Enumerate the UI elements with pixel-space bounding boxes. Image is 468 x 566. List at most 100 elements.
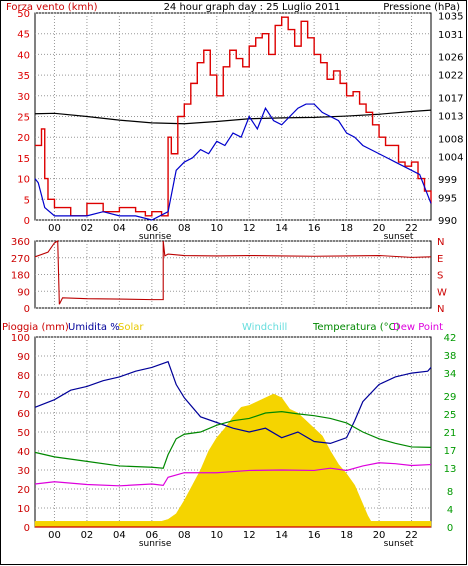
y-tick-label-left: 30 xyxy=(17,466,30,477)
dew-point-line xyxy=(34,462,432,487)
y-tick-label-right: 0 xyxy=(447,523,453,534)
sunset-label: sunset xyxy=(384,232,414,242)
y-tick-label-right: E xyxy=(437,254,443,265)
y-tick-label-left: 40 xyxy=(17,447,30,458)
chart-title: 24 hour graph day : 25 Luglio 2011 xyxy=(164,2,341,13)
rain-legend: Pioggia (mm) xyxy=(2,322,69,333)
y-tick-label-left: 0 xyxy=(24,216,30,227)
y-tick-label-right: 1022 xyxy=(438,71,463,82)
x-tick-label: 08 xyxy=(178,530,191,541)
dew-point-legend: Dew Point xyxy=(393,322,443,333)
x-tick-label: 22 xyxy=(405,223,418,234)
humidity-line xyxy=(34,360,432,445)
y-tick-label-left: 60 xyxy=(17,409,30,420)
y-tick-label-right: 8 xyxy=(447,487,453,498)
x-tick-label: 02 xyxy=(81,530,94,541)
y-tick-label-left: 70 xyxy=(17,390,30,401)
sunrise-label: sunrise xyxy=(139,232,172,242)
top-left-axis-title: Forza vento (kmh) xyxy=(6,2,98,13)
y-tick-label-left: 20 xyxy=(17,485,30,496)
y-tick-label-right: S xyxy=(437,271,443,282)
x-tick-label: 02 xyxy=(81,223,94,234)
y-tick-label-left: 45 xyxy=(17,30,30,41)
y-tick-label-right: 999 xyxy=(438,175,457,186)
y-tick-label-left: 0 xyxy=(24,523,30,534)
sunrise-label: sunrise xyxy=(139,539,172,549)
y-tick-label-right: 42 xyxy=(444,333,457,344)
plot-layer: 0510152025303540455099099599910041008101… xyxy=(11,9,464,549)
y-tick-label-right: 990 xyxy=(438,216,457,227)
x-tick-label: 10 xyxy=(210,530,223,541)
wind-direction-line xyxy=(34,240,432,305)
x-tick-label: 16 xyxy=(308,223,321,234)
y-tick-label-left: 0 xyxy=(24,304,30,315)
y-tick-label-right: 21 xyxy=(444,428,457,439)
y-tick-label-left: 10 xyxy=(17,504,30,515)
humidity-legend: Umidita % xyxy=(68,322,120,333)
y-tick-label-left: 25 xyxy=(17,113,30,124)
y-tick-label-left: 20 xyxy=(17,133,30,144)
y-tick-label-right: 34 xyxy=(444,369,457,380)
y-tick-label-left: 360 xyxy=(11,237,30,248)
temperature-legend: Temperatura (°C) xyxy=(312,322,400,333)
x-tick-label: 06 xyxy=(145,530,158,541)
y-tick-label-right: 1017 xyxy=(438,93,463,104)
x-tick-label: 00 xyxy=(48,223,61,234)
y-tick-label-right: 38 xyxy=(444,351,457,362)
windchill-legend: Windchill xyxy=(242,322,287,333)
y-tick-label-left: 50 xyxy=(17,9,30,20)
x-tick-label: 00 xyxy=(48,530,61,541)
y-tick-label-left: 100 xyxy=(11,333,30,344)
wind-average-line xyxy=(34,103,432,221)
y-tick-label-left: 40 xyxy=(17,50,30,61)
x-tick-label: 04 xyxy=(113,530,126,541)
y-tick-label-right: 4 xyxy=(447,505,453,516)
y-tick-label-right: 17 xyxy=(444,446,457,457)
solar-legend: Solar xyxy=(118,322,144,333)
x-tick-label: 18 xyxy=(340,530,353,541)
sunset-label: sunset xyxy=(384,539,414,549)
y-tick-label-right: 29 xyxy=(444,392,457,403)
x-tick-label: 10 xyxy=(210,223,223,234)
y-tick-label-right: N xyxy=(437,304,444,315)
x-tick-label: 14 xyxy=(275,223,288,234)
x-tick-label: 20 xyxy=(373,223,386,234)
x-tick-label: 12 xyxy=(243,223,256,234)
y-tick-label-right: 1026 xyxy=(438,53,463,64)
x-tick-label: 16 xyxy=(308,530,321,541)
x-tick-label: 08 xyxy=(178,223,191,234)
y-tick-label-right: 1004 xyxy=(438,152,463,163)
y-tick-label-left: 50 xyxy=(17,428,30,439)
x-tick-label: 04 xyxy=(113,223,126,234)
x-tick-label: 12 xyxy=(243,530,256,541)
y-tick-label-left: 15 xyxy=(17,154,30,165)
y-tick-label-left: 5 xyxy=(24,195,30,206)
temperature-line xyxy=(34,411,432,469)
y-tick-label-right: 1031 xyxy=(438,30,463,41)
y-tick-label-left: 10 xyxy=(17,175,30,186)
x-tick-label: 06 xyxy=(145,223,158,234)
x-tick-label: 18 xyxy=(340,223,353,234)
y-tick-label-left: 35 xyxy=(17,71,30,82)
y-tick-label-right: N xyxy=(437,237,444,248)
pressure-line xyxy=(34,109,432,125)
y-tick-label-right: 25 xyxy=(444,410,457,421)
x-tick-label: 20 xyxy=(373,530,386,541)
top-right-axis-title: Pressione (hPa) xyxy=(383,2,460,13)
solar-area xyxy=(34,393,432,528)
y-tick-label-left: 80 xyxy=(17,371,30,382)
y-tick-label-left: 180 xyxy=(11,271,30,282)
wind-speed-line xyxy=(35,16,432,217)
y-tick-label-left: 90 xyxy=(17,352,30,363)
y-tick-label-right: 1013 xyxy=(438,112,463,123)
y-tick-label-left: 270 xyxy=(11,254,30,265)
x-tick-label: 22 xyxy=(405,530,418,541)
y-tick-label-right: 13 xyxy=(444,464,457,475)
y-tick-label-left: 30 xyxy=(17,92,30,103)
y-tick-label-right: 1008 xyxy=(438,134,463,145)
y-tick-label-right: 1035 xyxy=(438,12,463,23)
y-tick-label-right: 995 xyxy=(438,193,457,204)
x-tick-label: 14 xyxy=(275,530,288,541)
